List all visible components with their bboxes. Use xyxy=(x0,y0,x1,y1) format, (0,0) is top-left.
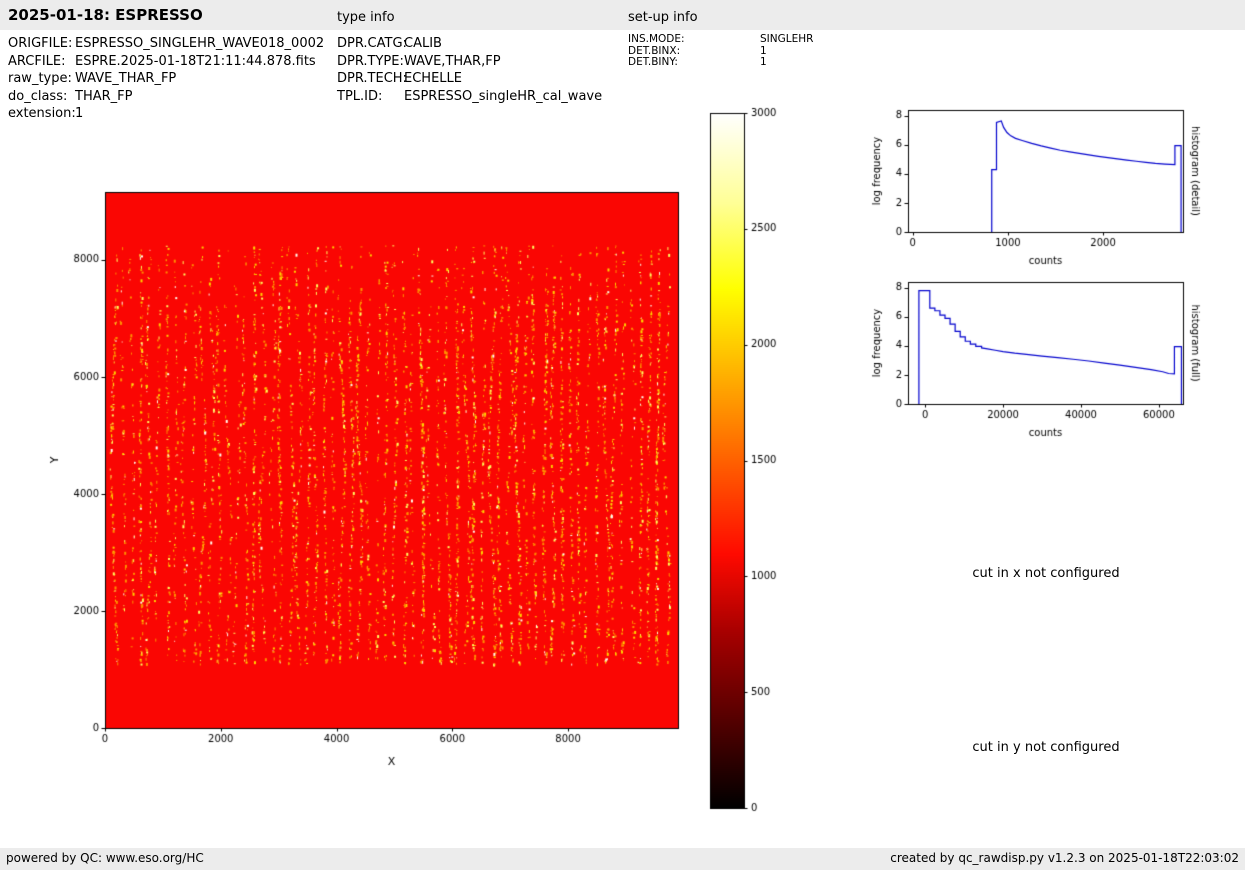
meta-value: WAVE_THAR_FP xyxy=(75,71,176,86)
meta-value: ECHELLE xyxy=(404,71,462,86)
det-biny-row: DET.BINY:1 xyxy=(628,56,813,68)
meta-label: TPL.ID: xyxy=(337,89,404,104)
tpl-id-row: TPL.ID:ESPRESSO_singleHR_cal_wave xyxy=(337,89,602,107)
extension-row: extension:1 xyxy=(8,106,324,124)
meta-value: CALIB xyxy=(404,36,442,51)
type-info-heading: type info xyxy=(337,10,395,25)
raw-type-row: raw_type:WAVE_THAR_FP xyxy=(8,71,324,89)
meta-value: THAR_FP xyxy=(75,89,132,104)
setup-info-heading: set-up info xyxy=(628,10,698,25)
meta-label: DPR.TECH: xyxy=(337,71,404,86)
meta-label: DET.BINX: xyxy=(628,45,760,57)
meta-label: DPR.CATG: xyxy=(337,36,404,51)
meta-value: ESPRESSO_SINGLEHR_WAVE018_0002 xyxy=(75,36,324,51)
meta-label: ORIGFILE: xyxy=(8,36,75,51)
meta-value: WAVE,THAR,FP xyxy=(404,54,501,69)
do-class-row: do_class:THAR_FP xyxy=(8,89,324,107)
cut-x-note: cut in x not configured xyxy=(908,566,1184,581)
meta-value: ESPRE.2025-01-18T21:11:44.878.fits xyxy=(75,54,316,69)
file-info-block: ORIGFILE:ESPRESSO_SINGLEHR_WAVE018_0002 … xyxy=(8,36,324,124)
dpr-tech-row: DPR.TECH:ECHELLE xyxy=(337,71,602,89)
footer-bar: powered by QC: www.eso.org/HC created by… xyxy=(0,848,1245,870)
origfile-row: ORIGFILE:ESPRESSO_SINGLEHR_WAVE018_0002 xyxy=(8,36,324,54)
dpr-catg-row: DPR.CATG:CALIB xyxy=(337,36,602,54)
meta-label: DPR.TYPE: xyxy=(337,54,404,69)
arcfile-row: ARCFILE:ESPRE.2025-01-18T21:11:44.878.fi… xyxy=(8,54,324,72)
meta-value: SINGLEHR xyxy=(760,33,813,45)
page-title: 2025-01-18: ESPRESSO xyxy=(8,6,203,24)
colorbar xyxy=(695,100,805,820)
meta-label: do_class: xyxy=(8,89,75,104)
det-binx-row: DET.BINX:1 xyxy=(628,45,813,57)
meta-label: raw_type: xyxy=(8,71,75,86)
setup-info-block: INS.MODE:SINGLEHR DET.BINX:1 DET.BINY:1 xyxy=(628,33,813,68)
type-info-block: DPR.CATG:CALIB DPR.TYPE:WAVE,THAR,FP DPR… xyxy=(337,36,602,106)
footer-qc-link[interactable]: powered by QC: www.eso.org/HC xyxy=(6,851,204,865)
meta-label: INS.MODE: xyxy=(628,33,760,45)
dpr-type-row: DPR.TYPE:WAVE,THAR,FP xyxy=(337,54,602,72)
footer-created-by: created by qc_rawdisp.py v1.2.3 on 2025-… xyxy=(890,851,1239,865)
meta-label: DET.BINY: xyxy=(628,56,760,68)
meta-value: 1 xyxy=(75,106,83,121)
meta-label: ARCFILE: xyxy=(8,54,75,69)
qc-report-page: 2025-01-18: ESPRESSO type info set-up in… xyxy=(0,0,1245,870)
meta-value: ESPRESSO_singleHR_cal_wave xyxy=(404,89,602,104)
ins-mode-row: INS.MODE:SINGLEHR xyxy=(628,33,813,45)
histogram-detail-plot xyxy=(860,95,1208,290)
histogram-full-plot xyxy=(860,267,1208,462)
raw-image-plot xyxy=(40,150,700,790)
cut-y-note: cut in y not configured xyxy=(908,740,1184,755)
meta-value: 1 xyxy=(760,45,767,57)
meta-value: 1 xyxy=(760,56,767,68)
meta-label: extension: xyxy=(8,106,75,121)
